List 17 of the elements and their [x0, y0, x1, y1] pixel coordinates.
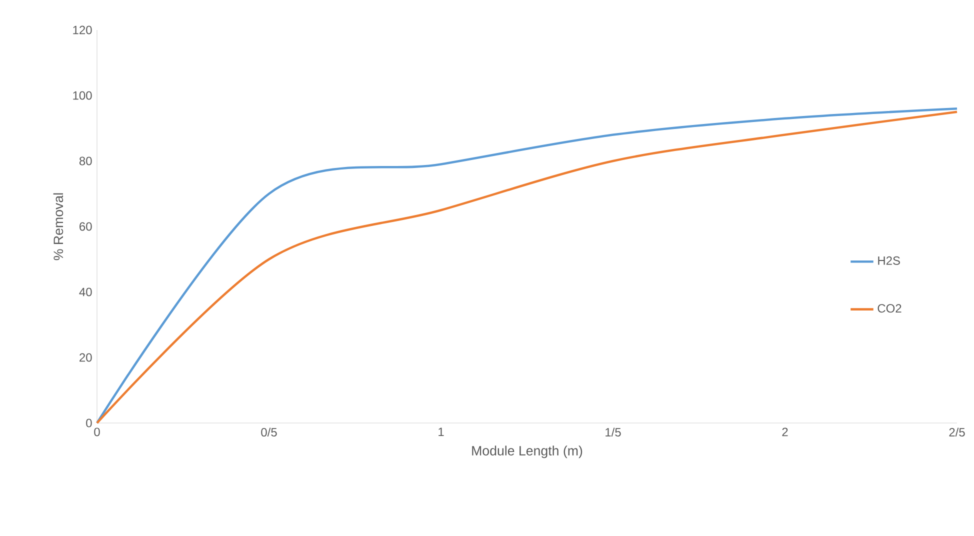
x-tick-label: 0/5 [261, 428, 277, 437]
x-tick-label: 0 [94, 428, 100, 436]
y-tick-label: 80 [79, 156, 92, 166]
y-tick-label: 100 [73, 91, 92, 100]
y-tick-label: 120 [73, 26, 92, 34]
legend-label: H2S [878, 256, 900, 265]
x-tick-label: 2/5 [949, 428, 965, 437]
y-tick-label: 0 [86, 418, 92, 428]
legend-label: CO2 [878, 304, 902, 313]
x-tick-label: 2 [782, 428, 788, 436]
y-tick-label: 40 [79, 288, 92, 296]
x-tick-label: 1 [438, 428, 444, 436]
y-tick-label: 20 [80, 353, 92, 362]
y-tick-label: 60 [80, 222, 92, 231]
y-axis-title: % Removal [53, 193, 64, 260]
x-axis-title: Module Length (m) [472, 446, 582, 458]
x-tick-label: 1/5 [606, 428, 621, 437]
